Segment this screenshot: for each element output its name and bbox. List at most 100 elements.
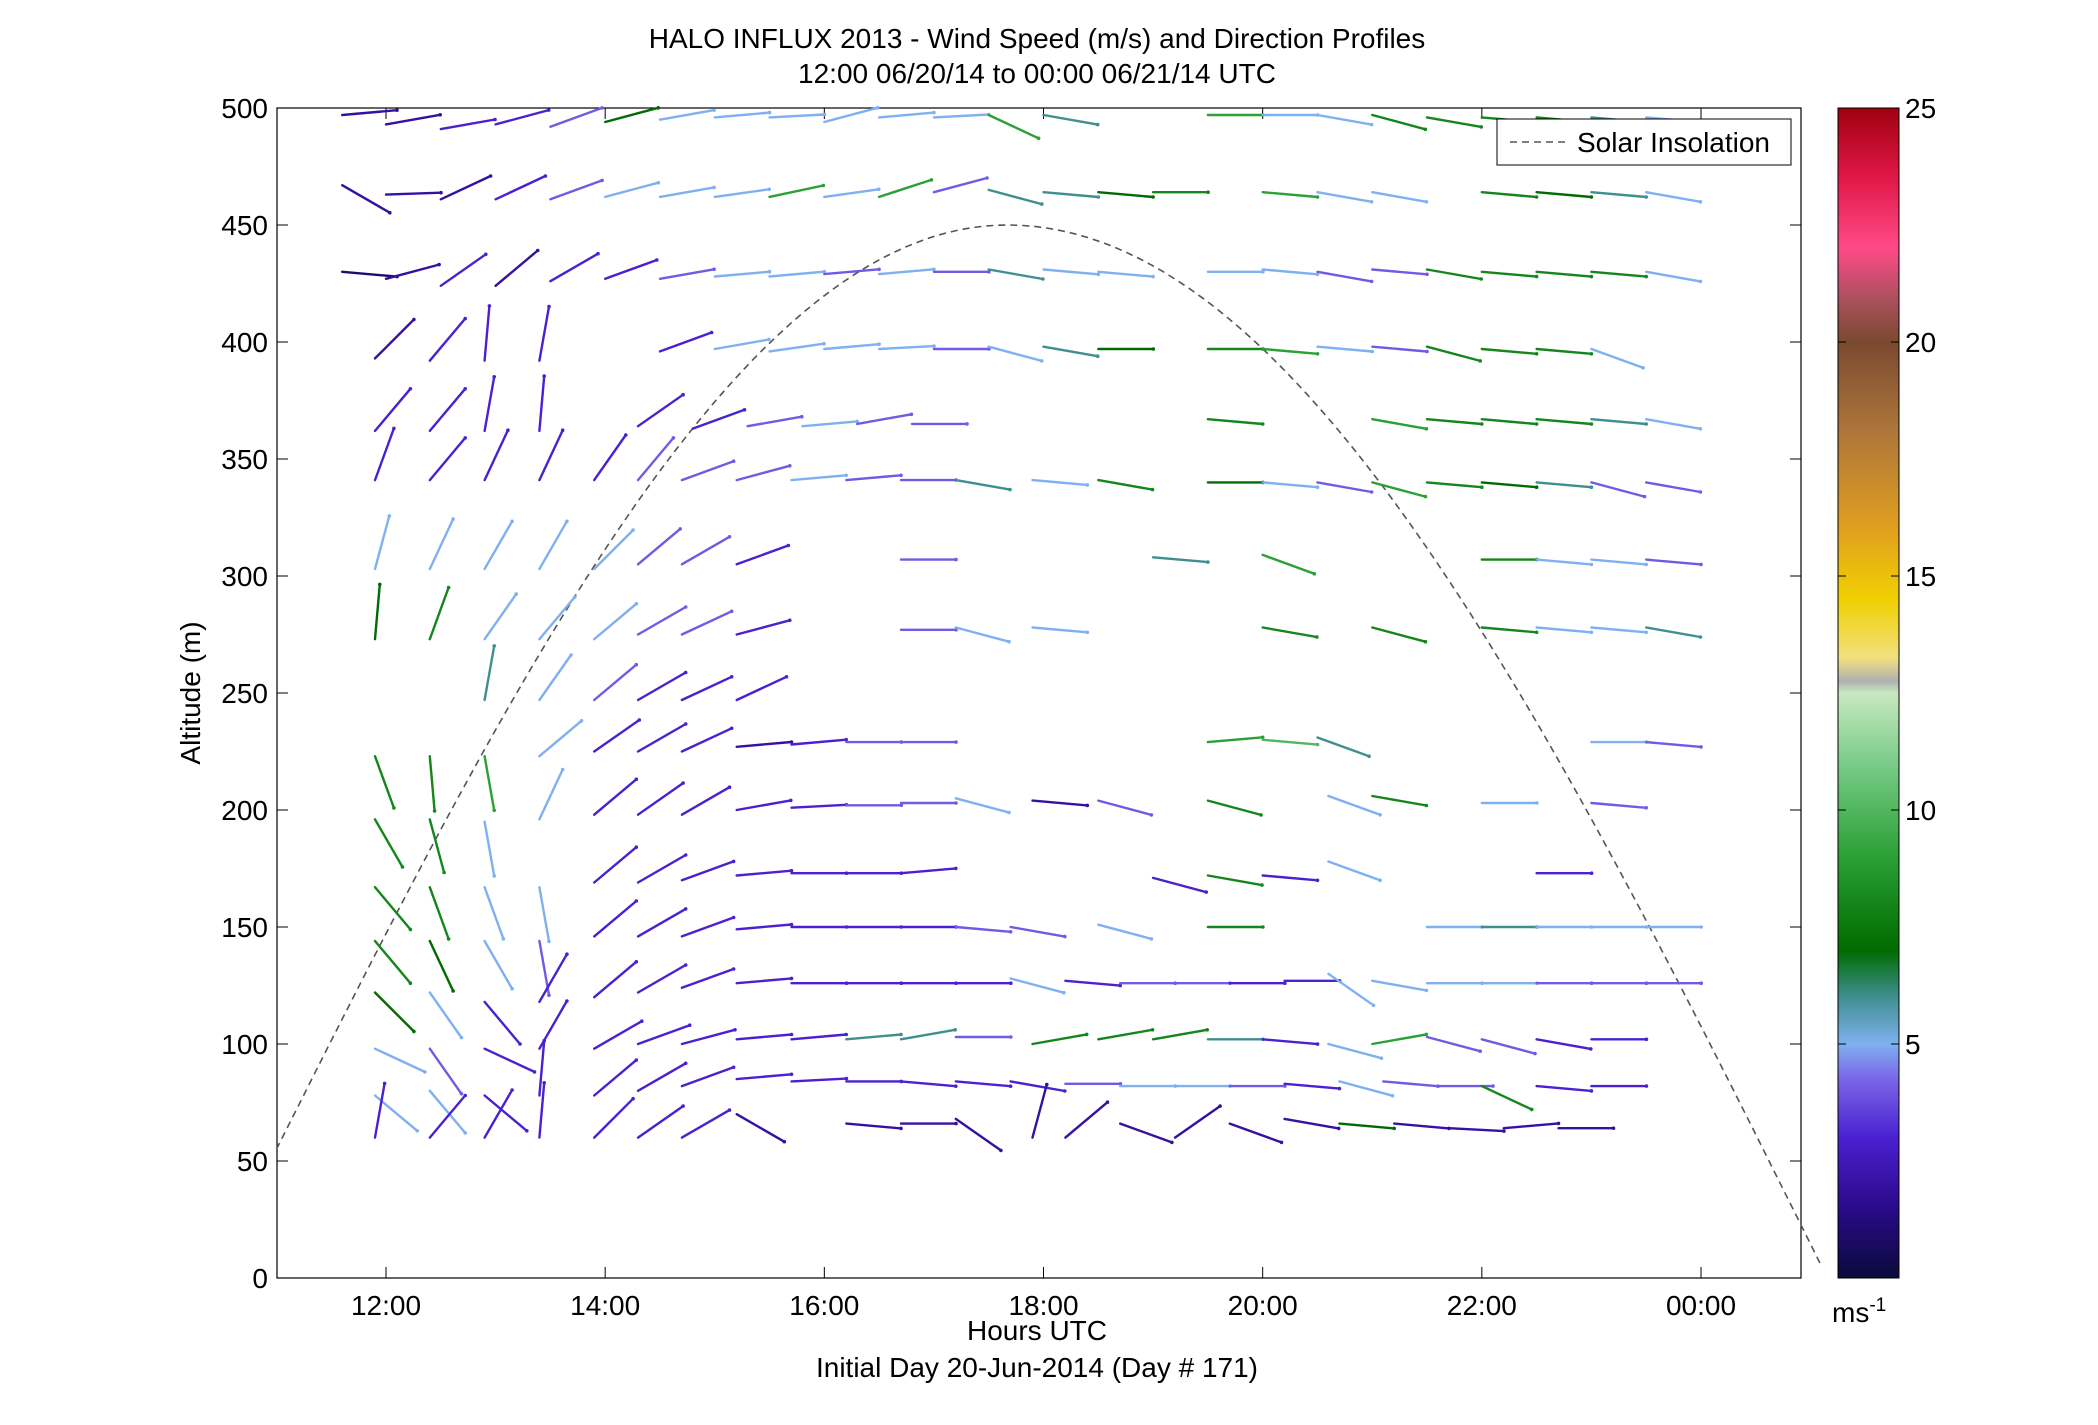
wind-barb bbox=[823, 343, 881, 351]
wind-barb bbox=[428, 1094, 467, 1139]
wind-barb-tip bbox=[729, 726, 734, 731]
wind-barb-tip bbox=[532, 1070, 537, 1074]
wind-barb-tip bbox=[1040, 202, 1044, 206]
wind-barb bbox=[593, 528, 635, 571]
wind-barb bbox=[428, 586, 450, 641]
wind-barb bbox=[1261, 1038, 1319, 1046]
wind-barb-tip bbox=[1644, 422, 1648, 426]
wind-barb-tip bbox=[1644, 195, 1648, 199]
wind-barb-tip bbox=[681, 1104, 685, 1108]
wind-barb bbox=[735, 675, 788, 702]
wind-barb bbox=[636, 671, 687, 702]
wind-barb bbox=[538, 305, 551, 362]
wind-barb-tip bbox=[560, 767, 565, 772]
wind-barb bbox=[428, 1089, 467, 1135]
wind-barb-tip bbox=[954, 740, 958, 744]
wind-barb bbox=[1590, 418, 1648, 426]
wind-barb bbox=[680, 1108, 731, 1139]
wind-barb-tip bbox=[731, 1065, 736, 1070]
wind-barb-tip bbox=[1041, 277, 1045, 281]
wind-barb-tip bbox=[683, 1061, 688, 1066]
wind-barb-tip bbox=[954, 1121, 958, 1126]
wind-barb bbox=[1502, 1122, 1560, 1130]
wind-barb-tip bbox=[1206, 560, 1210, 564]
wind-barb bbox=[604, 181, 660, 199]
wind-barb bbox=[593, 602, 638, 641]
wind-barb-tip bbox=[822, 112, 827, 117]
wind-barb-tip bbox=[789, 868, 794, 873]
wind-barb-tip bbox=[953, 1028, 957, 1032]
wind-barb-tip bbox=[1478, 359, 1482, 363]
wind-barb bbox=[1371, 190, 1428, 204]
wind-barb-tip bbox=[492, 375, 497, 379]
wind-barb-tip bbox=[408, 981, 413, 985]
wind-barb-tip bbox=[565, 952, 569, 956]
wind-barb-tip bbox=[1529, 1107, 1534, 1112]
wind-barb-tip bbox=[1007, 810, 1011, 815]
wind-barb-tip bbox=[954, 557, 958, 562]
y-tick-label: 50 bbox=[237, 1146, 268, 1177]
x-axis-sublabel: Initial Day 20-Jun-2014 (Day # 171) bbox=[816, 1352, 1258, 1383]
wind-barb-tip bbox=[671, 436, 676, 440]
wind-barb-tip bbox=[1261, 925, 1265, 929]
wind-barb-tip bbox=[1424, 427, 1429, 431]
wind-barb-tip bbox=[543, 174, 548, 178]
wind-barb bbox=[538, 520, 569, 571]
wind-barb-tip bbox=[510, 986, 514, 991]
wind-barb bbox=[1371, 979, 1428, 992]
wind-barb bbox=[823, 106, 879, 124]
wind-barb bbox=[1327, 860, 1382, 882]
wind-barb-tip bbox=[1151, 274, 1155, 279]
wind-barb bbox=[735, 977, 793, 985]
wind-barb bbox=[768, 342, 826, 353]
wind-barb bbox=[1371, 345, 1429, 353]
wind-barb-tip bbox=[789, 798, 793, 803]
wind-barb bbox=[428, 818, 446, 874]
wind-barb-tip bbox=[1535, 801, 1539, 805]
wind-barb-tip bbox=[1367, 754, 1371, 759]
wind-barb bbox=[987, 113, 1040, 140]
wind-barb-tip bbox=[1312, 572, 1317, 576]
wind-barb bbox=[899, 867, 957, 875]
wind-barb-tip bbox=[631, 1096, 635, 1101]
wind-barb-tip bbox=[1533, 1051, 1537, 1056]
wind-barb-tip bbox=[547, 304, 551, 309]
wind-barb bbox=[439, 253, 487, 287]
wind-barb-tip bbox=[382, 1081, 387, 1086]
wind-barb-tip bbox=[1699, 981, 1703, 985]
wind-barb-tip bbox=[510, 519, 514, 524]
solar-insolation-curve bbox=[275, 224, 1823, 1267]
wind-barb bbox=[483, 592, 518, 641]
wind-barb bbox=[428, 886, 450, 941]
wind-barb bbox=[549, 179, 604, 201]
wind-barb bbox=[1425, 481, 1484, 489]
wind-barb bbox=[636, 436, 675, 482]
wind-barb-tip bbox=[1315, 635, 1319, 639]
wind-barb bbox=[428, 317, 467, 362]
wind-barb-tip bbox=[1008, 930, 1013, 934]
wind-barb-tip bbox=[1589, 630, 1594, 635]
wind-barb bbox=[1371, 794, 1428, 807]
wind-barb-tip bbox=[909, 412, 914, 417]
wind-barb bbox=[1338, 1122, 1396, 1130]
wind-barb bbox=[1316, 270, 1373, 283]
wind-barb-tip bbox=[387, 514, 392, 518]
wind-barb bbox=[1644, 418, 1702, 430]
x-axis: 12:00 14:00 16:00 18:00 20:00 22:00 00:00 bbox=[351, 108, 1736, 1321]
wind-barb-tip bbox=[1644, 806, 1648, 810]
wind-barb bbox=[932, 176, 989, 194]
wind-barb bbox=[428, 1047, 463, 1095]
wind-barb-tip bbox=[729, 609, 734, 614]
wind-barb-tip bbox=[400, 865, 405, 869]
wind-barb bbox=[1535, 347, 1593, 355]
wind-barb-tip bbox=[459, 1035, 464, 1040]
wind-barb-tip bbox=[1085, 630, 1090, 635]
wind-barb-tip bbox=[542, 374, 546, 378]
wind-barb bbox=[899, 1080, 957, 1088]
wind-barb-tip bbox=[1611, 1126, 1616, 1130]
wind-barb bbox=[1535, 1038, 1593, 1051]
wind-barb-tip bbox=[727, 785, 732, 789]
wind-barb-tip bbox=[596, 251, 600, 256]
wind-barb bbox=[636, 1062, 687, 1093]
y-tick-label: 0 bbox=[252, 1263, 268, 1294]
